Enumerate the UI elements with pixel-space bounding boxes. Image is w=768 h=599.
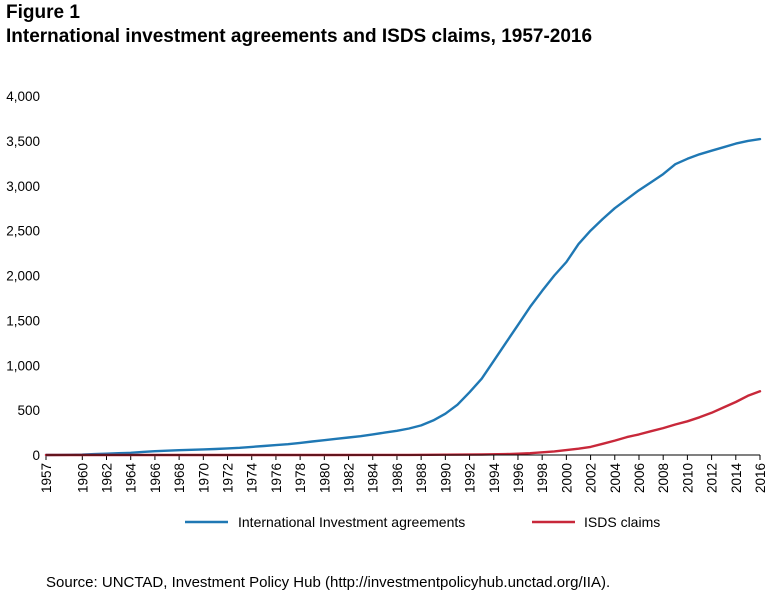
x-tick-label: 1980	[317, 463, 332, 493]
x-tick-label: 1986	[390, 463, 405, 493]
x-tick-label: 2002	[584, 463, 599, 493]
y-tick-label: 500	[17, 403, 40, 418]
x-tick-label: 1962	[100, 463, 115, 493]
x-tick-label: 1992	[463, 463, 478, 493]
x-axis-ticks: 1957 1960 1962 1964 1966 1968 1970 1972 1974 1976…	[39, 455, 768, 493]
x-tick-label: 2016	[753, 463, 768, 493]
y-tick-label: 1,500	[6, 313, 40, 328]
x-tick-label: 1982	[342, 463, 357, 493]
x-tick-label: 1978	[293, 463, 308, 493]
legend: International Investment agreements ISDS …	[185, 514, 660, 530]
x-tick-label: 1988	[414, 463, 429, 493]
x-tick-label: 1974	[245, 463, 260, 494]
x-tick-label: 2000	[559, 463, 574, 493]
y-tick-label: 4,000	[6, 89, 40, 104]
x-tick-label: 1996	[511, 463, 526, 493]
x-tick-label: 2006	[632, 463, 647, 493]
x-tick-label: 2014	[729, 463, 744, 494]
x-tick-label: 1994	[487, 463, 502, 494]
x-tick-label: 1957	[39, 463, 54, 493]
figure-label: Figure 1	[6, 2, 80, 23]
x-tick-label: 2012	[705, 463, 720, 493]
y-tick-label: 3,500	[6, 134, 40, 149]
y-tick-label: 2,000	[6, 269, 40, 284]
series-line-iia	[44, 137, 762, 457]
y-tick-label: 0	[32, 448, 40, 463]
x-tick-label: 1990	[438, 463, 453, 493]
x-tick-label: 1966	[148, 463, 163, 493]
x-tick-label: 2004	[608, 463, 623, 494]
y-axis-ticks: 0 500 1,000 1,500 2,000 2,500 3,000 3,500 4,000	[6, 89, 40, 463]
x-tick-label: 1968	[172, 463, 187, 493]
x-tick-label: 1984	[366, 463, 381, 494]
legend-label: ISDS claims	[584, 514, 660, 530]
source-note: Source: UNCTAD, Investment Policy Hub (h…	[46, 574, 611, 591]
x-tick-label: 1964	[124, 463, 139, 494]
x-tick-label: 2010	[680, 463, 695, 493]
series-line-isds	[44, 390, 762, 457]
x-tick-label: 1960	[75, 463, 90, 493]
chart-title: International investment agreements and …	[6, 26, 593, 47]
y-tick-label: 3,000	[6, 179, 40, 194]
x-tick-label: 2008	[656, 463, 671, 493]
series-lines	[44, 137, 762, 457]
y-tick-label: 2,500	[6, 224, 40, 239]
x-tick-label: 1972	[221, 463, 236, 493]
y-tick-label: 1,000	[6, 358, 40, 373]
legend-label: International Investment agreements	[238, 514, 465, 530]
x-tick-label: 1976	[269, 463, 284, 493]
x-tick-label: 1998	[535, 463, 550, 493]
x-tick-label: 1970	[196, 463, 211, 493]
